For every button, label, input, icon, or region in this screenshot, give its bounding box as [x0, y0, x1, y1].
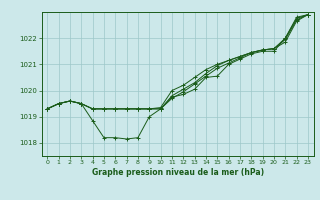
- X-axis label: Graphe pression niveau de la mer (hPa): Graphe pression niveau de la mer (hPa): [92, 168, 264, 177]
